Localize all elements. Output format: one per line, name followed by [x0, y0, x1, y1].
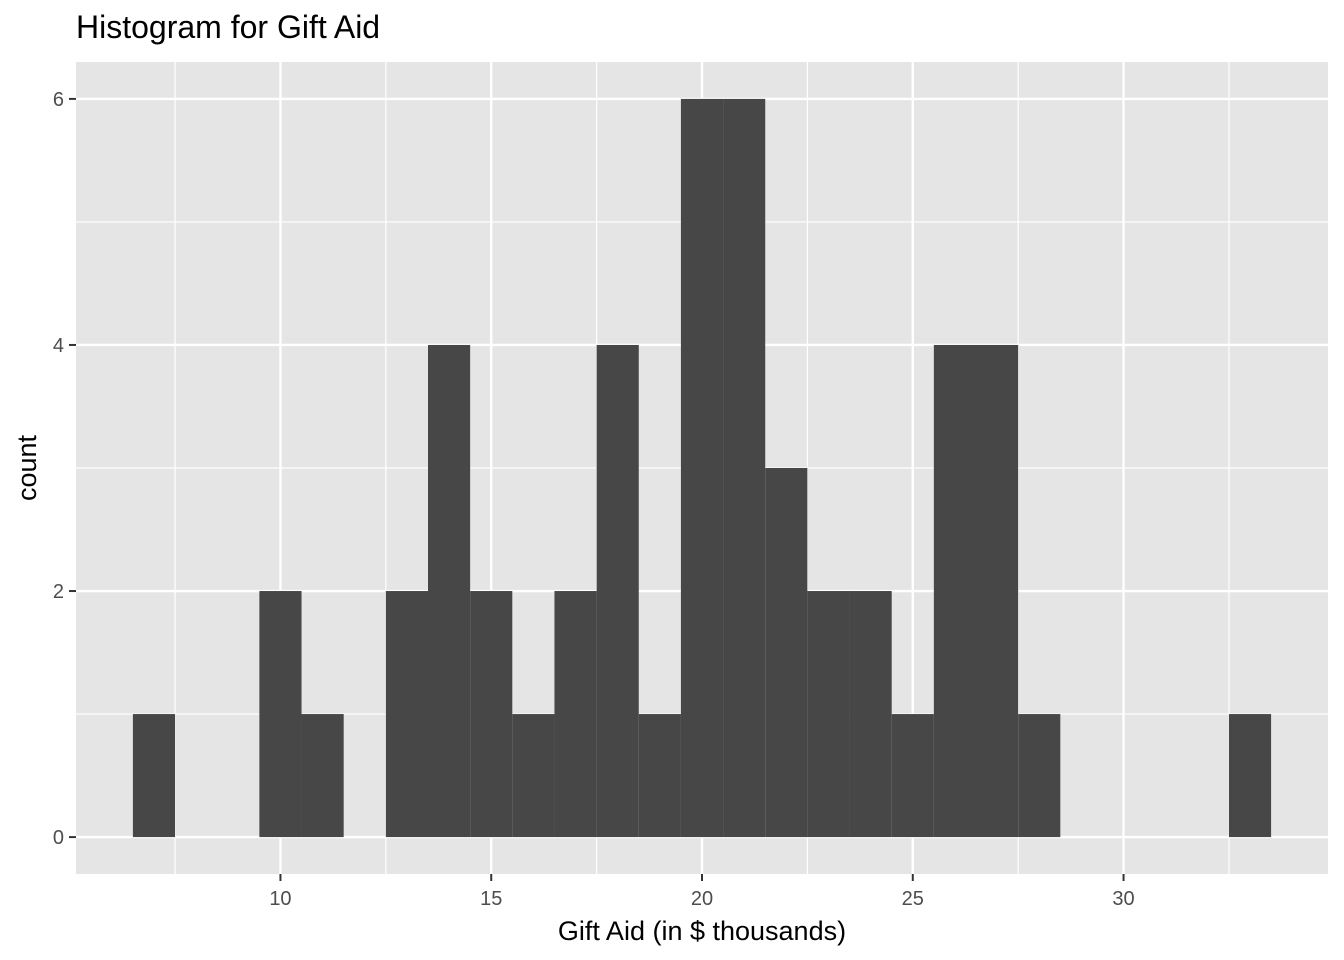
histogram-bar: [512, 714, 555, 838]
histogram-bar: [385, 591, 428, 838]
histogram-bar: [427, 344, 471, 838]
x-tick-label: 20: [691, 888, 713, 910]
histogram-bar: [554, 591, 597, 838]
histogram-bar: [301, 714, 344, 838]
histogram-bar: [596, 344, 639, 838]
histogram-bar: [807, 591, 850, 838]
histogram-bars: [132, 98, 1272, 838]
histogram-bar: [638, 714, 681, 838]
y-tick-label: 6: [53, 89, 64, 111]
histogram-bar: [976, 344, 1019, 838]
y-tick-label: 0: [53, 827, 64, 849]
histogram-bar: [891, 714, 934, 838]
x-tick-label: 10: [269, 888, 291, 910]
y-axis: 0 2 4 6: [53, 89, 76, 849]
y-tick-label: 2: [53, 581, 64, 603]
histogram-bar: [1018, 714, 1061, 838]
histogram-bar: [470, 591, 513, 838]
histogram-bar: [259, 591, 302, 838]
histogram-bar: [680, 98, 724, 838]
x-axis: 10 15 20 25 30: [269, 874, 1135, 910]
histogram-bar: [1228, 714, 1272, 838]
histogram-bar: [765, 468, 808, 838]
y-tick-label: 4: [53, 335, 64, 357]
histogram-bar: [723, 98, 766, 838]
x-tick-label: 15: [480, 888, 502, 910]
histogram-bar: [933, 344, 977, 838]
chart-title: Histogram for Gift Aid: [76, 9, 380, 45]
x-tick-label: 30: [1112, 888, 1134, 910]
x-axis-label: Gift Aid (in $ thousands): [558, 916, 846, 946]
histogram-bar: [132, 714, 176, 838]
y-axis-label: count: [12, 434, 42, 501]
x-tick-label: 25: [902, 888, 924, 910]
histogram-bar: [849, 591, 892, 838]
